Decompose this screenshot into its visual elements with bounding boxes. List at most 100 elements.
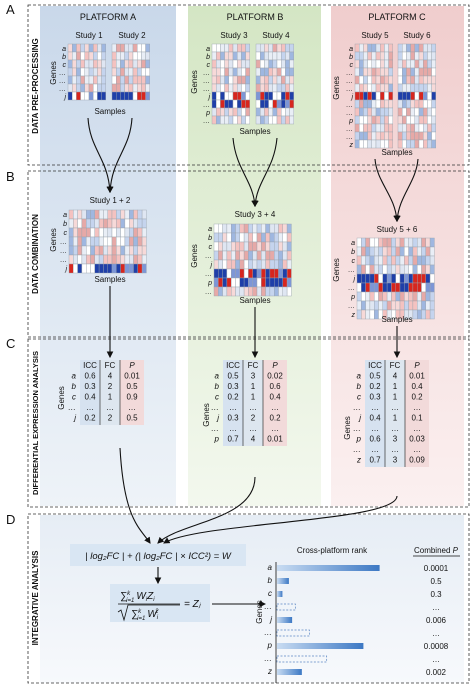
stats-tables-layer: ICC FC Pa 0.6 4 0.01b 0.3 2 0.5c 0.4 1 0.9……… …j 0.2 2… [68,360,429,467]
gene-label: a [63,212,67,219]
heatmap-cell [80,91,85,101]
row-label-integrative: INTEGRATIVE ANALYSIS [31,550,40,645]
heatmap-cell [404,282,409,293]
gene-label: a [208,226,212,233]
heatmap-cell [80,43,85,53]
heatmap-cell [427,83,432,93]
heatmap-cell [395,237,401,248]
samples-axis-b1: Samples [239,127,270,136]
heatmap-cell [429,309,435,320]
heatmap-cell [232,67,238,77]
rank-bar [276,603,296,611]
heatmap-cell [431,139,437,149]
heatmap-cell [261,286,266,297]
heatmap-cell [97,91,102,101]
heatmap-cell [260,75,265,85]
heatmap-cell [88,75,94,85]
heatmap-cell [414,123,420,133]
heatmap-cell [226,286,232,297]
heatmap-cell [81,236,87,247]
heatmap-cell [111,209,117,220]
rank-chart: a 0.0001 b 0.5 c 0.3 … … j 0.006 … … p 0.0008 … … z 0.002 [264,562,449,683]
heatmap-cell [124,245,130,256]
heatmap-cell [84,67,90,77]
rank-bar [277,669,302,675]
heatmap-cell [367,43,373,53]
table-cell: 0.6 [84,372,96,381]
heatmap-cell [103,245,108,256]
heatmap-cell [77,263,83,274]
genes-axis-c1: Genes [332,76,341,100]
heatmap-cell [386,255,392,266]
heatmap-cell [272,115,278,125]
rank-bar [277,565,380,571]
heatmap-cell [276,43,282,53]
heatmap-cell [369,291,375,302]
heatmap-cell [285,59,290,69]
heatmap-cell [367,99,373,109]
heatmap-cell [356,300,362,311]
heatmap-cell [239,223,245,234]
platform-c-title: PLATFORM C [368,12,426,22]
heatmap-cell [421,309,427,320]
heatmap-cell [380,83,385,93]
heatmap-cell [84,51,90,61]
heatmap-cell [418,51,424,61]
heatmap-cell [248,250,253,261]
heatmap-cell [404,273,409,284]
heatmap-cell [278,241,284,252]
rank-p-value: 0.0001 [424,564,449,573]
heatmap-cell [260,115,265,125]
heatmap-cell [141,51,146,61]
heatmap-cell [85,209,91,220]
heatmap-cell [278,286,284,297]
p-column-background [263,360,287,446]
heatmap-cell [406,107,411,117]
gene-label: … [346,86,353,93]
heatmap-cell [215,83,221,93]
heatmap-cell [423,67,428,77]
heatmap-cell [81,245,87,256]
heatmap-cell [220,75,225,85]
gene-label: b [208,235,212,242]
heatmap-cell [414,83,420,93]
table-cell: 0.01 [124,372,140,381]
heatmap-cell [116,245,121,256]
heatmap-cell [354,123,360,133]
heatmap-cell [236,99,242,109]
heatmap-cell [285,115,290,125]
gene-label: … [60,248,67,255]
heatmap-cell [137,263,143,274]
heatmap-cell [378,291,384,302]
gene-label: j [352,276,355,283]
heatmap-cell [417,300,422,311]
heatmap-cell [395,291,401,302]
heatmap-cell [395,273,401,284]
heatmap-cell [239,277,245,288]
heatmap-cell [412,309,418,320]
table-gene-label: … [353,445,361,454]
heatmap-cell [388,91,394,101]
table-cell: 0.2 [411,393,423,402]
table-cell: 0.9 [126,393,138,402]
heatmap-cell [255,43,261,53]
gene-label: a [62,46,66,53]
heatmap-cell [388,43,394,53]
heatmap-cell [68,245,74,256]
heatmap-cell [264,59,269,69]
gene-label: … [60,257,67,264]
heatmap-cell [120,254,126,265]
heatmap-cell [382,273,388,284]
table-cell: 0.01 [267,435,283,444]
table-cell: … [271,424,279,433]
heatmap-cell [268,99,274,109]
heatmap-cell [427,107,432,117]
heatmap-cell [94,254,100,265]
genes-axis-a1: Genes [49,61,58,85]
heatmap-cell [92,67,98,77]
table-gene-label: a [215,372,220,381]
heatmap-cell [90,236,96,247]
heatmap-cell [120,59,125,69]
